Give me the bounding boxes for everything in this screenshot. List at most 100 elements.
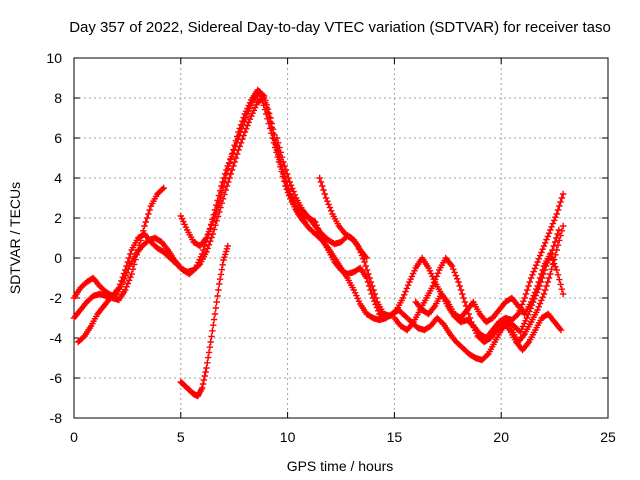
data-point-marker (210, 322, 217, 329)
data-point-marker (160, 184, 167, 192)
data-point-marker (557, 232, 564, 239)
data-point-marker (547, 250, 554, 258)
data-point-marker (316, 174, 323, 182)
data-point-marker (544, 233, 551, 240)
data-point-marker (536, 252, 544, 259)
data-point-marker (235, 128, 242, 136)
data-point-marker (281, 162, 288, 170)
data-point-marker (138, 232, 146, 239)
data-point-marker (402, 288, 409, 295)
data-point-marker (515, 310, 522, 318)
data-point-marker (552, 251, 559, 258)
data-point-marker (285, 186, 292, 193)
data-point-marker (433, 273, 440, 280)
data-point-marker (203, 234, 210, 242)
data-point-marker (319, 182, 326, 190)
data-point-marker (208, 222, 215, 229)
data-point-marker (240, 114, 247, 121)
data-point-marker (553, 246, 560, 254)
data-point-marker (549, 220, 557, 227)
data-point-marker (218, 266, 226, 273)
data-point-marker (522, 290, 530, 298)
data-point-marker (195, 262, 202, 269)
data-point-marker (558, 227, 566, 234)
data-point-marker (316, 228, 323, 235)
data-point-marker (429, 282, 437, 290)
data-point-marker (121, 275, 128, 282)
data-point-marker (199, 380, 207, 388)
data-point-marker (227, 170, 234, 178)
data-point-marker (145, 210, 152, 218)
data-point-marker (205, 349, 213, 356)
data-point-marker (291, 191, 299, 198)
data-point-marker (327, 207, 335, 214)
data-point-marker (245, 119, 252, 126)
data-point-marker (216, 198, 223, 206)
data-point-marker (548, 223, 555, 230)
data-point-marker (559, 290, 567, 298)
data-point-marker (205, 228, 213, 235)
data-point-marker (538, 249, 545, 256)
y-tick-label: -4 (50, 330, 63, 346)
data-point-marker (224, 242, 231, 250)
data-point-marker (543, 282, 550, 290)
data-point-marker (366, 274, 373, 282)
y-tick-label: 10 (46, 50, 62, 66)
data-point-marker (278, 154, 286, 161)
data-point-marker (539, 266, 546, 274)
x-tick-label: 0 (70, 429, 78, 445)
data-point-marker (538, 270, 545, 278)
data-point-marker (226, 160, 233, 167)
data-series (70, 86, 567, 400)
data-point-marker (551, 238, 559, 246)
data-point-marker (143, 214, 151, 222)
data-point-marker (314, 225, 322, 232)
data-point-marker (552, 214, 559, 221)
axis-ticks: -8 -6 -4 -2 0 2 4 6 8 10 0 5 10 15 20 25 (46, 50, 616, 445)
data-point-marker (354, 242, 362, 250)
data-point-marker (263, 101, 270, 108)
data-point-marker (321, 190, 328, 198)
data-point-marker (461, 298, 469, 306)
data-point-marker (557, 198, 564, 206)
data-point-marker (225, 178, 232, 186)
data-point-marker (210, 316, 218, 323)
x-tick-label: 10 (280, 429, 296, 445)
data-point-marker (401, 291, 408, 298)
data-point-marker (513, 312, 521, 319)
series-track-g (316, 174, 567, 342)
data-point-marker (218, 189, 226, 196)
data-point-marker (222, 174, 229, 182)
data-point-marker (204, 354, 212, 361)
data-point-marker (434, 270, 442, 277)
data-point-marker (527, 274, 535, 282)
data-point-marker (239, 118, 246, 125)
data-point-marker (558, 194, 566, 202)
data-point-marker (550, 256, 558, 263)
data-point-marker (209, 218, 217, 226)
data-point-marker (119, 278, 127, 286)
data-point-marker (558, 286, 566, 293)
data-point-marker (460, 294, 467, 302)
data-point-marker (276, 144, 283, 151)
data-point-marker (556, 237, 563, 244)
data-point-marker (367, 278, 375, 286)
data-point-marker (246, 116, 254, 123)
data-point-marker (453, 275, 461, 282)
data-point-marker (124, 280, 132, 287)
data-point-marker (217, 271, 225, 278)
data-point-marker (217, 194, 224, 201)
data-point-marker (524, 286, 531, 294)
series-track-c (75, 94, 563, 364)
data-point-marker (530, 268, 537, 275)
data-point-marker (206, 344, 214, 351)
data-point-marker (466, 314, 474, 322)
data-point-marker (320, 186, 327, 194)
series-track-d (177, 242, 231, 400)
data-point-marker (540, 242, 548, 250)
data-point-marker (209, 230, 217, 238)
y-tick-label: -6 (50, 370, 63, 386)
y-tick-label: 2 (54, 210, 62, 226)
data-point-marker (312, 218, 319, 226)
data-point-marker (543, 236, 550, 243)
